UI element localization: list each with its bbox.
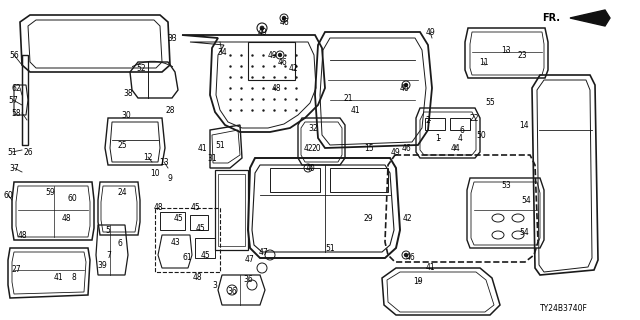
Text: 46: 46 [277,58,287,67]
Circle shape [404,253,408,257]
Text: 29: 29 [363,213,373,222]
Text: 48: 48 [153,203,163,212]
Text: 24: 24 [117,188,127,196]
Text: 6: 6 [118,238,122,247]
Text: TY24B3740F: TY24B3740F [540,304,588,313]
Circle shape [282,17,285,20]
Text: 62: 62 [11,84,21,92]
Text: 15: 15 [364,143,374,153]
Text: 36: 36 [243,276,253,284]
Text: 2: 2 [426,116,430,124]
Text: 46: 46 [401,143,411,153]
Text: 23: 23 [517,51,527,60]
Text: 25: 25 [117,140,127,149]
Text: 5: 5 [106,226,111,235]
Text: 14: 14 [519,121,529,130]
Text: 41: 41 [197,143,207,153]
Text: 13: 13 [501,45,511,54]
Text: 32: 32 [308,124,318,132]
Text: 53: 53 [501,180,511,189]
Text: 51: 51 [215,140,225,149]
Text: 10: 10 [150,169,160,178]
Polygon shape [570,10,610,26]
Text: 58: 58 [11,108,21,117]
Text: FR.: FR. [542,13,560,23]
Text: 33: 33 [167,34,177,43]
Text: 46: 46 [279,18,289,27]
Text: 51: 51 [7,148,17,156]
Text: 45: 45 [190,203,200,212]
Text: 60: 60 [3,190,13,199]
Text: 43: 43 [170,237,180,246]
Text: 34: 34 [217,47,227,57]
Text: 49: 49 [267,51,277,60]
Text: 49: 49 [257,28,267,36]
Circle shape [404,84,408,86]
Text: 44: 44 [450,143,460,153]
Text: 47: 47 [258,247,268,257]
Text: 54: 54 [521,196,531,204]
Text: 48: 48 [17,230,27,239]
Text: 27: 27 [11,266,21,275]
Text: 47: 47 [244,255,254,265]
Text: 49: 49 [425,28,435,36]
Text: 26: 26 [23,148,33,156]
Text: 42: 42 [288,63,298,73]
Text: 31: 31 [207,154,217,163]
Text: 11: 11 [479,58,489,67]
Text: 46: 46 [399,84,409,92]
Text: 45: 45 [173,213,183,222]
Text: 40: 40 [305,164,315,172]
Text: 45: 45 [195,223,205,233]
Text: 51: 51 [325,244,335,252]
Circle shape [278,53,282,57]
Text: 57: 57 [8,95,18,105]
Text: 48: 48 [61,213,71,222]
Text: 52: 52 [136,63,146,73]
Text: 36: 36 [227,287,237,297]
Text: 6: 6 [460,125,465,134]
Text: 13: 13 [159,157,169,166]
Text: 41: 41 [350,106,360,115]
Text: 37: 37 [9,164,19,172]
Text: 28: 28 [165,106,175,115]
Text: 20: 20 [311,143,321,153]
Text: 9: 9 [168,173,172,182]
Text: 49: 49 [390,148,400,156]
Text: 54: 54 [519,228,529,236]
Text: 22: 22 [469,114,479,123]
Text: 3: 3 [212,281,218,290]
Text: 38: 38 [123,89,133,98]
Text: 30: 30 [121,110,131,119]
Text: 61: 61 [182,253,192,262]
Text: 8: 8 [72,274,76,283]
Text: 39: 39 [97,260,107,269]
Text: 4: 4 [458,133,463,142]
Text: 60: 60 [67,194,77,203]
Text: 48: 48 [271,84,281,92]
Text: 21: 21 [343,93,353,102]
Text: 48: 48 [192,274,202,283]
Text: 56: 56 [9,51,19,60]
Text: 42: 42 [402,213,412,222]
Text: 45: 45 [200,251,210,260]
Text: 55: 55 [485,98,495,107]
Text: 41: 41 [53,274,63,283]
Text: 50: 50 [476,131,486,140]
Text: 12: 12 [143,153,153,162]
Text: 7: 7 [107,252,111,260]
Circle shape [260,26,264,30]
Text: 46: 46 [405,253,415,262]
Text: 59: 59 [45,188,55,196]
Text: 19: 19 [413,277,423,286]
Text: 1: 1 [436,133,440,142]
Text: 41: 41 [425,263,435,273]
Text: 42: 42 [303,143,313,153]
